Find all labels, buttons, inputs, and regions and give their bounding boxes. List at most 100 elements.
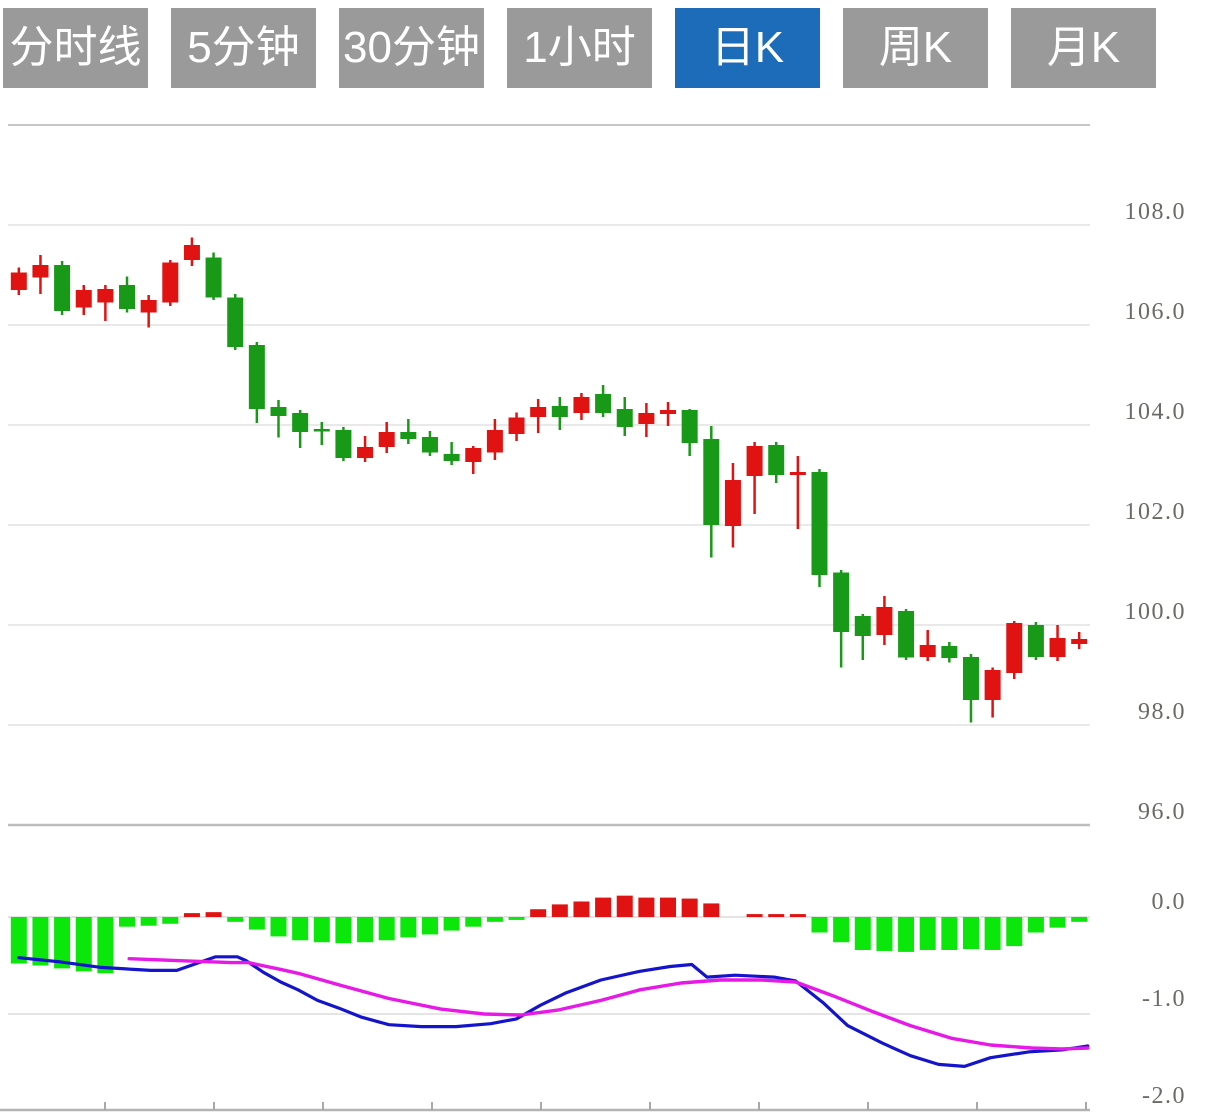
- macd-bar-negative: [248, 917, 265, 930]
- candle-body-up: [789, 472, 806, 475]
- macd-axis-label: -2.0: [1142, 1083, 1186, 1109]
- macd-bar-negative: [400, 917, 417, 938]
- candle-body-down: [335, 430, 352, 458]
- candle-body-up: [378, 432, 395, 447]
- timeframe-button-1[interactable]: 5分钟: [171, 8, 316, 88]
- macd-bar-positive: [746, 914, 763, 917]
- macd-bar-negative: [10, 917, 27, 964]
- candle-body-down: [898, 611, 915, 658]
- macd-lines-layer: [17, 955, 1090, 1069]
- candle-body-up: [660, 410, 677, 414]
- macd-bar-positive: [573, 901, 590, 917]
- macd-bar-negative: [962, 917, 979, 950]
- timeframe-button-4-active[interactable]: 日K: [675, 8, 820, 88]
- macd-bar-negative: [421, 917, 438, 935]
- candle-body-down: [703, 439, 720, 525]
- candle-body-down: [227, 297, 244, 347]
- macd-histogram-layer: [10, 895, 1088, 974]
- macd-bar-negative: [443, 917, 460, 931]
- macd-bar-negative: [919, 917, 936, 950]
- candle-body-down: [833, 572, 850, 632]
- price-axis-label: 96.0: [1138, 799, 1186, 825]
- macd-bar-negative: [270, 917, 287, 937]
- candle-body-down: [421, 437, 438, 453]
- macd-bar-positive: [205, 912, 222, 917]
- candle-body-down: [400, 432, 417, 439]
- candle-body-up: [1071, 639, 1088, 644]
- candle-body-down: [313, 429, 330, 432]
- macd-bar-negative: [811, 917, 828, 933]
- candle-body-down: [205, 257, 222, 298]
- timeframe-button-3[interactable]: 1小时: [507, 8, 652, 88]
- candle-body-down: [962, 657, 979, 700]
- candle-body-up: [1006, 623, 1023, 673]
- macd-bar-positive: [768, 914, 785, 917]
- candle-body-down: [811, 472, 828, 575]
- candle-body-up: [530, 407, 547, 417]
- macd-bar-negative: [335, 917, 352, 944]
- candle-body-up: [97, 289, 114, 303]
- macd-bar-negative: [1006, 917, 1023, 947]
- macd-bar-negative: [1049, 917, 1066, 928]
- macd-bar-positive: [660, 897, 677, 917]
- macd-bar-positive: [703, 903, 720, 917]
- macd-bar-negative: [1027, 917, 1044, 933]
- candle-body-up: [486, 430, 503, 453]
- grid-lines: [0, 124, 1090, 1112]
- price-axis-label: 102.0: [1125, 499, 1187, 525]
- price-axis-label: 98.0: [1138, 699, 1186, 725]
- price-axis-label: 104.0: [1125, 399, 1187, 425]
- macd-bar-positive: [638, 897, 655, 917]
- candle-body-down: [1027, 625, 1044, 657]
- macd-bar-negative: [876, 917, 893, 951]
- candle-body-down: [768, 445, 785, 475]
- macd-bar-positive: [595, 897, 612, 917]
- macd-bar-negative: [97, 917, 114, 974]
- candle-body-up: [724, 480, 741, 526]
- timeframe-toolbar: 分时线 5分钟 30分钟 1小时 日K 周K 月K: [3, 8, 1156, 88]
- candle-body-down: [248, 345, 265, 409]
- macd-bar-negative: [292, 917, 309, 941]
- macd-bar-positive: [551, 904, 568, 917]
- macd-axis-label: 0.0: [1152, 889, 1187, 915]
- macd-bar-negative: [378, 917, 395, 941]
- macd-bar-negative: [227, 917, 244, 922]
- macd-bar-negative: [984, 917, 1001, 950]
- dif-line: [17, 955, 1090, 1069]
- timeframe-button-6[interactable]: 月K: [1011, 8, 1156, 88]
- candle-body-up: [919, 645, 936, 657]
- macd-bar-negative: [357, 917, 374, 943]
- candle-body-up: [10, 272, 27, 290]
- candle-body-down: [54, 265, 71, 311]
- macd-axis-label: -1.0: [1142, 986, 1186, 1012]
- candle-body-up: [1049, 638, 1066, 657]
- macd-bar-negative: [32, 917, 49, 966]
- macd-bar-negative: [140, 917, 157, 926]
- timeframe-button-0[interactable]: 分时线: [3, 8, 148, 88]
- price-axis-label: 106.0: [1125, 299, 1187, 325]
- candle-body-up: [984, 670, 1001, 700]
- candle-body-down: [551, 406, 568, 417]
- candle-body-down: [595, 394, 612, 413]
- candles-layer: [10, 237, 1088, 723]
- macd-bar-negative: [1071, 917, 1088, 922]
- macd-bar-positive: [616, 895, 633, 917]
- candle-body-down: [941, 646, 958, 658]
- dea-line: [127, 957, 1090, 1051]
- candle-body-up: [162, 262, 179, 303]
- macd-bar-negative: [508, 917, 525, 920]
- candle-body-up: [465, 448, 482, 462]
- timeframe-button-2[interactable]: 30分钟: [339, 8, 484, 88]
- candle-body-down: [681, 410, 698, 443]
- candle-body-down: [119, 285, 136, 309]
- candle-body-down: [292, 413, 309, 432]
- timeframe-button-5[interactable]: 周K: [843, 8, 988, 88]
- macd-bar-positive: [789, 914, 806, 917]
- axis-labels-layer: 108.0 106.0 104.0 102.0 100.0 98.0 96.0 0.0 -1.0…: [1125, 199, 1187, 1109]
- candle-body-up: [183, 245, 200, 260]
- macd-bar-negative: [833, 917, 850, 943]
- candle-body-up: [638, 413, 655, 424]
